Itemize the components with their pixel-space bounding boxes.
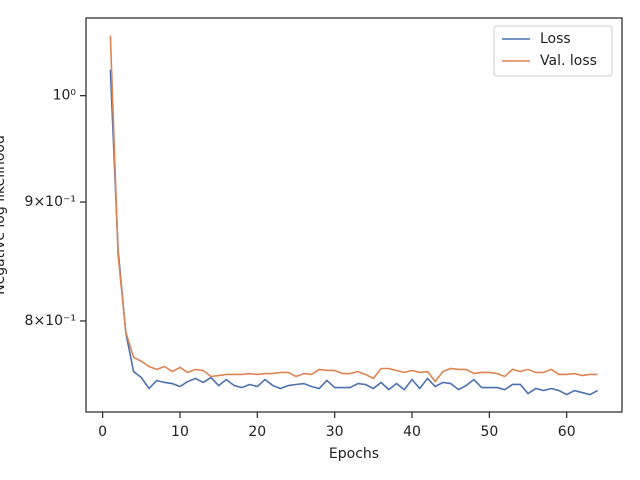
legend-label: Val. loss [540,53,597,69]
x-tick-label: 60 [558,424,576,440]
x-tick-label: 40 [403,424,421,440]
line-series [109,35,598,383]
y-tick-label: 8×10⁻¹ [25,313,76,329]
legend-label: Loss [540,31,571,47]
y-tick-label: 9×10⁻¹ [25,194,76,210]
x-axis-label: Epochs [329,446,379,462]
x-tick-label: 10 [171,424,189,440]
line-series [109,69,599,396]
y-tick-label: 10⁰ [53,88,77,104]
x-tick-label: 20 [248,424,266,440]
x-tick-label: 0 [98,424,107,440]
x-tick-label: 30 [326,424,344,440]
x-tick-label: 50 [480,424,498,440]
plot-frame [85,17,623,413]
y-axis-label: Negative log likelihood [0,135,8,295]
